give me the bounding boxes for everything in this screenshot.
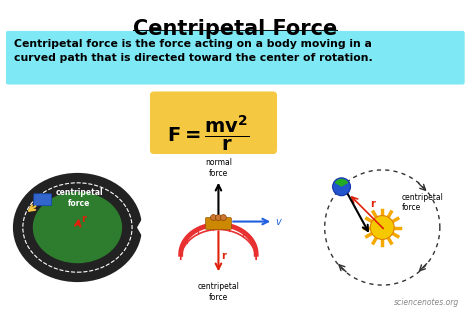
- Wedge shape: [137, 217, 149, 238]
- Circle shape: [370, 216, 394, 240]
- Text: r: r: [221, 251, 226, 261]
- Circle shape: [220, 215, 227, 221]
- Wedge shape: [335, 179, 348, 187]
- Text: r: r: [82, 214, 86, 223]
- FancyBboxPatch shape: [150, 91, 277, 154]
- Text: sciencenotes.org: sciencenotes.org: [393, 298, 459, 307]
- FancyBboxPatch shape: [6, 31, 465, 84]
- Text: normal
force: normal force: [205, 158, 232, 178]
- FancyBboxPatch shape: [34, 194, 52, 206]
- Circle shape: [216, 215, 221, 221]
- Circle shape: [333, 178, 350, 196]
- Text: Centripetal force is the force acting on a body moving in a
curved path that is : Centripetal force is the force acting on…: [14, 39, 373, 63]
- Text: r: r: [370, 199, 375, 209]
- Text: centripetal
force: centripetal force: [402, 193, 444, 212]
- Ellipse shape: [33, 192, 122, 263]
- Ellipse shape: [13, 173, 142, 282]
- Text: centripetal
force: centripetal force: [55, 187, 103, 208]
- Text: $\mathbf{F = \dfrac{mv^2}{r}}$: $\mathbf{F = \dfrac{mv^2}{r}}$: [167, 113, 249, 153]
- Text: v: v: [275, 216, 281, 227]
- Circle shape: [210, 215, 217, 221]
- FancyBboxPatch shape: [206, 218, 231, 229]
- Text: Centripetal Force: Centripetal Force: [133, 19, 337, 39]
- Text: centripetal
force: centripetal force: [198, 282, 239, 301]
